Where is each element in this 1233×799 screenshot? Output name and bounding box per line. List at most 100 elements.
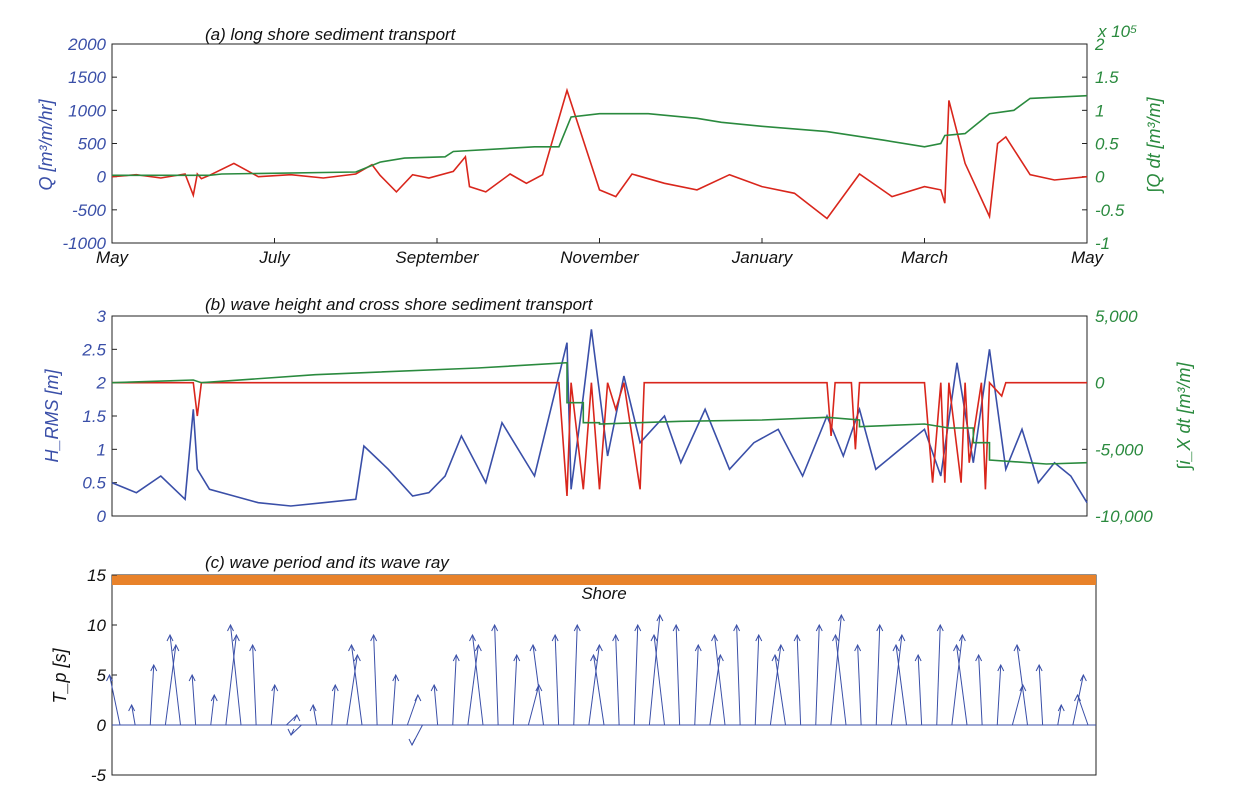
- wave-ray: [210, 694, 215, 726]
- tick-label-right: 0: [1095, 374, 1105, 393]
- tick-label-right: -10,000: [1095, 507, 1153, 526]
- wave-ray: [149, 664, 155, 726]
- wave-ray-arrowhead: [793, 633, 801, 642]
- tick-label-left: -500: [72, 201, 107, 220]
- wave-ray: [452, 654, 457, 726]
- wave-ray: [653, 634, 665, 726]
- wave-ray: [978, 654, 983, 726]
- wave-ray-arrowhead: [733, 623, 741, 632]
- wave-ray: [857, 644, 862, 726]
- wave-ray: [554, 634, 560, 726]
- wave-ray: [996, 664, 1002, 726]
- x-tick-label: July: [258, 248, 291, 267]
- wave-ray: [346, 654, 358, 726]
- tick-label-left: 1: [97, 440, 106, 459]
- wave-ray-arrowhead: [958, 633, 966, 642]
- panel-b-title: (b) wave height and cross shore sediment…: [205, 295, 594, 314]
- panel-c-left-ticks: 15 10 5 0 -5: [87, 566, 117, 785]
- series-line-1: [112, 380, 1087, 497]
- wave-ray: [1038, 664, 1044, 726]
- wave-ray-arrowhead: [650, 633, 658, 642]
- wave-ray: [169, 634, 181, 726]
- tick-label-right: 5,000: [1095, 307, 1138, 326]
- wave-ray: [956, 644, 968, 726]
- wave-ray-arrowhead: [1057, 703, 1065, 712]
- wave-ray-arrowhead: [777, 643, 785, 652]
- wave-ray: [709, 654, 721, 726]
- wave-ray-arrowhead: [694, 643, 702, 652]
- wave-ray: [1016, 644, 1028, 726]
- wave-ray-arrowhead: [529, 643, 537, 652]
- wave-ray-arrowhead: [656, 613, 664, 622]
- panel-a-x-ticks: May July September November January March May: [96, 238, 1105, 267]
- tick-label-left: 1000: [68, 101, 106, 120]
- wave-ray: [225, 634, 237, 726]
- wave-ray: [648, 614, 661, 726]
- wave-ray-arrowhead: [854, 643, 862, 652]
- wave-ray: [286, 714, 298, 726]
- wave-ray: [252, 644, 257, 726]
- wave-ray-arrowhead: [293, 713, 301, 722]
- wave-ray: [373, 634, 378, 726]
- panel-a-left-axis-label: Q [m³/m/hr]: [36, 99, 56, 191]
- wave-ray: [131, 704, 136, 726]
- wave-ray-arrowhead: [452, 653, 460, 662]
- wave-ray-arrowhead: [892, 643, 900, 652]
- panel-b-left-axis-label: H_RMS [m]: [42, 369, 62, 463]
- tick-label-left: 2: [96, 374, 107, 393]
- wave-ray-arrowhead: [491, 623, 499, 632]
- tick-label-right: 0: [1095, 168, 1105, 187]
- wave-ray-arrowhead: [997, 663, 1005, 672]
- wave-ray-arrowhead: [1013, 643, 1021, 652]
- wave-ray-arrowhead: [232, 633, 240, 642]
- wave-ray: [895, 644, 907, 726]
- wave-ray: [290, 724, 302, 736]
- panel-a-right-multiplier: x 10⁵: [1097, 22, 1137, 41]
- panel-c-left-axis-label: T_p [s]: [50, 647, 70, 703]
- wave-ray: [230, 624, 242, 726]
- wave-ray: [527, 684, 540, 726]
- wave-ray-arrowhead: [392, 673, 400, 682]
- tick-label-right: 2: [1094, 35, 1105, 54]
- tick-label-left: 5: [97, 666, 107, 685]
- x-tick-label: September: [395, 248, 479, 267]
- wave-ray: [796, 634, 802, 726]
- panel-b-right-axis-label: ∫i_X dt [m³/m]: [1174, 362, 1194, 472]
- panel-a: (a) long shore sediment transport 200015…: [36, 22, 1164, 267]
- tick-label-left: 2.5: [81, 340, 106, 359]
- wave-ray: [109, 674, 121, 726]
- wave-ray-arrowhead: [876, 623, 884, 632]
- wave-ray: [1011, 684, 1024, 726]
- wave-ray-arrowhead: [898, 633, 906, 642]
- wave-ray: [593, 654, 605, 726]
- wave-ray-arrowhead: [573, 623, 581, 632]
- wave-ray: [406, 694, 419, 726]
- wave-ray-arrowhead: [755, 633, 763, 642]
- series-line-1: [112, 94, 1088, 177]
- panel-b: (b) wave height and cross shore sediment…: [42, 295, 1194, 526]
- wave-ray-arrowhead: [634, 623, 642, 632]
- tick-label-left: 1500: [68, 68, 106, 87]
- wave-ray: [433, 684, 439, 726]
- panel-c-title: (c) wave period and its wave ray: [205, 553, 450, 572]
- wave-ray-arrowhead: [815, 623, 823, 632]
- wave-ray-arrowhead: [353, 653, 361, 662]
- wave-ray: [573, 624, 578, 726]
- wave-ray-arrowhead: [172, 643, 180, 652]
- wave-ray: [494, 624, 499, 726]
- wave-ray: [615, 634, 620, 726]
- wave-ray: [512, 654, 518, 726]
- x-tick-label: November: [560, 248, 640, 267]
- panel-a-right-axis-label: ∫Q dt [m³/m]: [1144, 97, 1164, 195]
- wave-ray-arrowhead: [1019, 683, 1027, 692]
- panel-c-series: [106, 613, 1096, 747]
- wave-ray: [391, 674, 397, 726]
- wave-ray: [769, 644, 782, 726]
- wave-ray-arrowhead: [513, 653, 521, 662]
- wave-ray-arrowhead: [716, 653, 724, 662]
- wave-ray-arrowhead: [771, 653, 779, 662]
- tick-label-left: 0.5: [82, 474, 106, 493]
- wave-ray: [1057, 704, 1062, 726]
- wave-ray: [875, 624, 881, 726]
